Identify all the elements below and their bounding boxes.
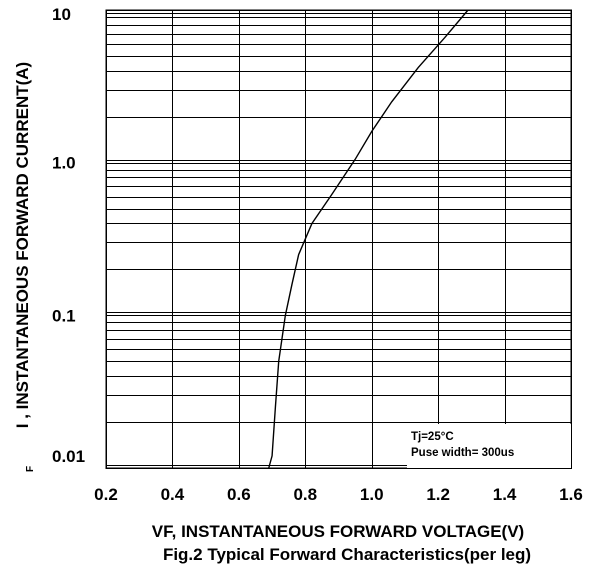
y-tick-labels: 0.01 0.1 1.0 10 bbox=[52, 5, 85, 466]
x-axis-title: VF, INSTANTANEOUS FORWARD VOLTAGE(V) bbox=[152, 522, 524, 541]
y-axis-title-subscript: F bbox=[25, 466, 36, 472]
annotation-pulse-width: Puse width= 300us bbox=[411, 447, 514, 459]
grid bbox=[106, 10, 572, 469]
x-tick-label: 1.0 bbox=[360, 485, 384, 504]
x-tick-label: 1.6 bbox=[559, 485, 583, 504]
annotation-background bbox=[407, 424, 571, 468]
y-tick-label: 1.0 bbox=[52, 154, 76, 173]
x-tick-label: 0.4 bbox=[161, 485, 185, 504]
chart-title: Fig.2 Typical Forward Characteristics(pe… bbox=[163, 545, 531, 564]
y-tick-label: 10 bbox=[52, 5, 71, 24]
x-tick-label: 0.6 bbox=[227, 485, 251, 504]
y-tick-label: 0.1 bbox=[52, 306, 76, 325]
series-layer bbox=[268, 9, 469, 469]
annotation-temperature: Tj=25°C bbox=[411, 431, 454, 443]
x-tick-label: 0.2 bbox=[94, 485, 118, 504]
y-axis-title: I , INSTANTANEOUS FORWARD CURRENT(A) bbox=[13, 62, 32, 428]
x-tick-label: 0.8 bbox=[293, 485, 317, 504]
x-tick-label: 1.2 bbox=[426, 485, 450, 504]
annotation-box: Tj=25°C Puse width= 300us bbox=[407, 424, 571, 468]
y-axis-title-letter: I , INSTANTANEOUS FORWARD CURRENT(A) bbox=[13, 62, 32, 428]
x-tick-label: 1.4 bbox=[493, 485, 517, 504]
x-tick-labels: 0.2 0.4 0.6 0.8 1.0 1.2 1.4 1.6 bbox=[94, 485, 583, 504]
y-tick-label: 0.01 bbox=[52, 447, 85, 466]
series-line bbox=[268, 9, 469, 469]
plot-frame bbox=[105, 9, 572, 469]
